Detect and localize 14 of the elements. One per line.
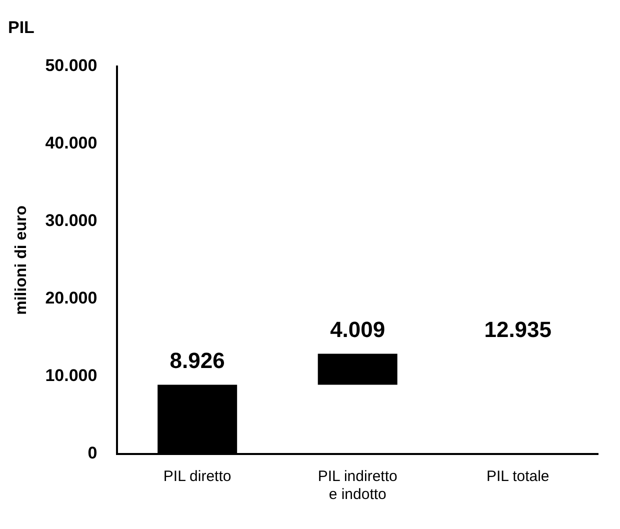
data-label: 8.926 bbox=[170, 348, 225, 373]
y-tick-label: 50.000 bbox=[45, 56, 98, 76]
y-tick-label: 40.000 bbox=[45, 134, 98, 153]
x-tick-label: PIL indiretto e indotto bbox=[318, 468, 398, 504]
y-tick-label: 10.000 bbox=[45, 366, 98, 386]
x-tick-label: PIL totale bbox=[486, 468, 550, 486]
annotation: 12.935 bbox=[484, 316, 552, 342]
y-tick-label: 30.000 bbox=[45, 211, 98, 230]
chart-title: PIL bbox=[8, 18, 34, 37]
y-axis-title: milioni di euro bbox=[13, 205, 30, 315]
data-label: 4.009 bbox=[330, 316, 386, 342]
y-tick-label: 0 bbox=[88, 444, 98, 463]
x-tick-label: PIL diretto bbox=[163, 468, 232, 486]
y-tick-label: 20.000 bbox=[45, 288, 98, 308]
